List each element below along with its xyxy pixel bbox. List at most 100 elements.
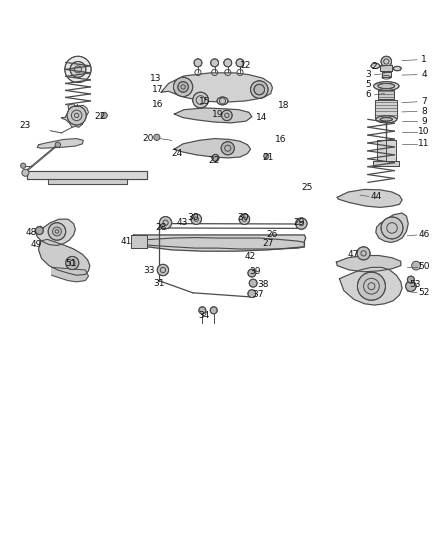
Text: 18: 18	[278, 101, 290, 110]
Circle shape	[21, 163, 26, 168]
Polygon shape	[37, 139, 83, 148]
Ellipse shape	[376, 116, 397, 123]
Text: 1: 1	[421, 55, 427, 64]
Bar	[380, 65, 392, 71]
Polygon shape	[375, 100, 397, 118]
Text: 16: 16	[275, 135, 286, 144]
Circle shape	[381, 56, 392, 67]
Text: 19: 19	[212, 110, 224, 118]
Circle shape	[199, 307, 206, 314]
Circle shape	[357, 247, 370, 260]
Text: 47: 47	[347, 250, 359, 259]
Text: 15: 15	[199, 98, 211, 106]
Bar	[131, 235, 147, 248]
Polygon shape	[337, 189, 402, 207]
Circle shape	[191, 214, 201, 224]
Circle shape	[407, 276, 414, 283]
Text: 21: 21	[262, 152, 274, 161]
Circle shape	[101, 112, 107, 118]
Circle shape	[264, 154, 269, 159]
Text: 17: 17	[152, 85, 163, 94]
Polygon shape	[336, 255, 401, 272]
Circle shape	[210, 307, 217, 314]
Polygon shape	[161, 73, 272, 102]
Ellipse shape	[217, 97, 228, 105]
Circle shape	[406, 281, 416, 292]
Circle shape	[412, 261, 420, 270]
Bar	[377, 140, 396, 162]
Ellipse shape	[371, 63, 380, 69]
Text: 20: 20	[142, 134, 154, 143]
Bar	[375, 100, 397, 118]
Text: 11: 11	[418, 139, 430, 148]
Circle shape	[296, 218, 307, 229]
Circle shape	[221, 142, 234, 155]
Bar	[378, 90, 394, 99]
Bar	[131, 235, 147, 248]
Circle shape	[211, 59, 219, 67]
Text: 23: 23	[20, 121, 31, 130]
Text: 50: 50	[418, 262, 430, 271]
Circle shape	[224, 59, 232, 67]
Text: 6: 6	[365, 90, 371, 99]
Ellipse shape	[374, 82, 399, 91]
Circle shape	[254, 84, 265, 95]
Text: 37: 37	[253, 290, 264, 300]
Bar	[378, 90, 394, 99]
Polygon shape	[48, 179, 127, 184]
Bar	[373, 161, 399, 166]
Text: 31: 31	[153, 279, 164, 288]
Text: 12: 12	[240, 61, 251, 70]
Text: 29: 29	[293, 218, 304, 227]
Circle shape	[157, 264, 169, 276]
Circle shape	[22, 169, 29, 176]
Polygon shape	[27, 171, 147, 179]
Polygon shape	[61, 103, 88, 127]
Text: 3: 3	[365, 70, 371, 79]
Text: 14: 14	[256, 113, 268, 122]
Text: 25: 25	[302, 183, 313, 192]
Text: 30: 30	[238, 213, 249, 222]
Text: 38: 38	[257, 279, 268, 288]
Text: 44: 44	[370, 192, 381, 201]
Polygon shape	[174, 108, 252, 123]
Circle shape	[222, 110, 232, 120]
Polygon shape	[36, 219, 75, 246]
Circle shape	[66, 256, 79, 270]
Circle shape	[154, 134, 160, 140]
Text: 48: 48	[26, 228, 37, 237]
Text: 8: 8	[421, 107, 427, 116]
Text: 4: 4	[421, 70, 427, 79]
Polygon shape	[339, 268, 402, 305]
Text: 13: 13	[150, 74, 161, 83]
Text: 10: 10	[418, 127, 430, 136]
Circle shape	[35, 227, 43, 235]
Text: 42: 42	[245, 252, 256, 261]
Text: 46: 46	[418, 230, 430, 239]
Text: 27: 27	[262, 239, 274, 248]
Text: 53: 53	[410, 279, 421, 288]
Text: 22: 22	[94, 112, 106, 121]
Text: 22: 22	[208, 156, 219, 165]
Text: 2: 2	[372, 62, 377, 71]
Circle shape	[67, 106, 86, 125]
Polygon shape	[52, 268, 88, 282]
Polygon shape	[376, 213, 408, 243]
Ellipse shape	[393, 66, 401, 71]
Circle shape	[70, 61, 86, 77]
Bar	[373, 161, 399, 166]
Text: 34: 34	[198, 311, 209, 320]
Ellipse shape	[380, 118, 392, 121]
Circle shape	[357, 272, 385, 300]
Circle shape	[55, 142, 60, 147]
Circle shape	[212, 155, 219, 161]
Circle shape	[248, 290, 256, 297]
Circle shape	[251, 81, 268, 98]
Circle shape	[48, 223, 66, 240]
Bar	[377, 140, 396, 162]
Circle shape	[178, 82, 188, 92]
Text: 24: 24	[172, 149, 183, 158]
Text: 39: 39	[249, 267, 261, 276]
Circle shape	[381, 217, 403, 239]
Circle shape	[194, 59, 202, 67]
